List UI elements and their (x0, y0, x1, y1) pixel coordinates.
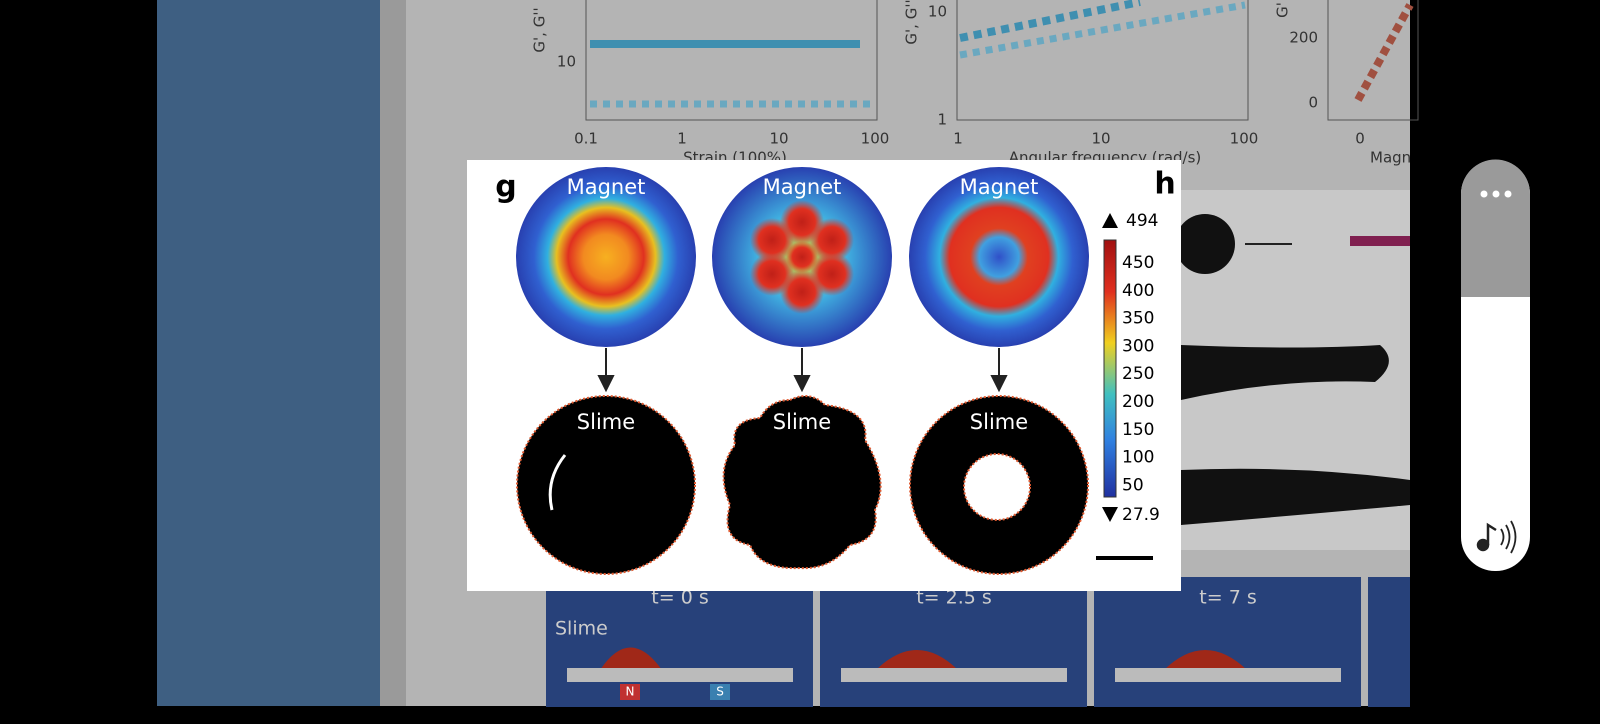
colorbar-tick: 100 (1122, 448, 1154, 468)
tick-label: 200 (1289, 29, 1318, 47)
tick-label: 100 (861, 130, 890, 148)
magnet-label: Magnet (567, 175, 646, 199)
tick-label: 0 (1308, 94, 1318, 112)
axis-label: G', G'' (903, 0, 921, 45)
frame (820, 577, 1087, 707)
colorbar-tick: 400 (1122, 281, 1154, 301)
field-map (516, 167, 696, 347)
axes (585, 0, 878, 121)
slime-shape (1175, 214, 1235, 274)
magnet-bar (1115, 668, 1341, 682)
slime-shape (600, 647, 1247, 670)
slime-result (722, 395, 882, 570)
axes (1327, 0, 1419, 121)
slime-label: Slime (577, 410, 635, 434)
slider-empty (1461, 159, 1531, 297)
background-charts: G', G'' 10 0.1 1 10 100 Strain (100%) G'… (531, 0, 1419, 167)
tick-label: 10 (769, 130, 788, 148)
series-line (959, 0, 1141, 42)
right-strips (1175, 190, 1410, 550)
pole-label: S (716, 685, 724, 699)
colorbar-tick: 50 (1122, 475, 1144, 495)
colorbar-tick: 150 (1122, 420, 1154, 440)
frame (1368, 577, 1410, 707)
slime-label: Slime (555, 618, 608, 640)
colorbar (1103, 239, 1117, 498)
colorbar-tick: 350 (1122, 309, 1154, 329)
frame-label: t= 2.5 s (916, 587, 992, 609)
axis-label: Magn (1370, 149, 1411, 167)
frame (1094, 577, 1361, 707)
tick-label: 1 (677, 130, 687, 148)
field-map (909, 167, 1089, 347)
slime-label: Slime (773, 410, 831, 434)
colorbar-tick: 450 (1122, 253, 1154, 273)
frame-label: t= 0 s (651, 587, 708, 609)
field-blobs (750, 200, 854, 314)
pole-label: N (626, 685, 635, 699)
figure-popup: g h Magnet Magnet Magnet Slime Slime Sli… (467, 160, 1181, 591)
axes (956, 0, 1249, 121)
frame (546, 577, 813, 707)
colorbar-min: 27.9 (1122, 505, 1160, 525)
slime-label: Slime (970, 410, 1028, 434)
bar (1350, 236, 1410, 246)
music-icon[interactable] (1476, 520, 1517, 554)
tick-label: 10 (1091, 130, 1110, 148)
min-marker (1102, 507, 1118, 522)
page-edge (380, 0, 406, 706)
pole (710, 684, 730, 700)
magnet-label: Magnet (960, 175, 1039, 199)
colorbar-tick: 300 (1122, 336, 1154, 356)
magnet-bar (841, 668, 1067, 682)
frame-label: t= 7 s (1199, 587, 1256, 609)
tick-label: 100 (1230, 130, 1259, 148)
tick-label: 0.1 (574, 130, 598, 148)
colorbar-tick: 200 (1122, 392, 1154, 412)
series-line (1354, 3, 1414, 102)
bottom-frames: t= 0 s t= 2.5 s t= 7 s Slime N S (546, 577, 1410, 707)
axis-label: G' (1274, 2, 1292, 18)
tick-label: 1 (953, 130, 963, 148)
panel-label: h (1154, 167, 1175, 202)
highlight (548, 454, 567, 511)
magnet-label: Magnet (763, 175, 842, 199)
pole (620, 684, 640, 700)
tick-label: 0 (1355, 130, 1365, 148)
tick-label: 10 (557, 53, 576, 71)
panel-label: g (495, 170, 516, 205)
slime-shape (1181, 345, 1389, 400)
colorbar-tick: 250 (1122, 364, 1154, 384)
slime-result (516, 395, 696, 575)
magnet-bar (567, 668, 793, 682)
volume-slider[interactable] (1461, 159, 1531, 572)
slime-shape (1181, 468, 1410, 525)
arrows (597, 348, 1008, 393)
slime-hole (963, 453, 1031, 521)
left-panel (157, 0, 380, 706)
tick-label: 10 (928, 3, 947, 21)
colorbar-max: 494 (1126, 211, 1158, 231)
tick-label: 1 (937, 111, 947, 129)
series-line (959, 1, 1246, 59)
max-marker (1102, 213, 1118, 228)
axis-label: G', G'' (531, 7, 549, 52)
